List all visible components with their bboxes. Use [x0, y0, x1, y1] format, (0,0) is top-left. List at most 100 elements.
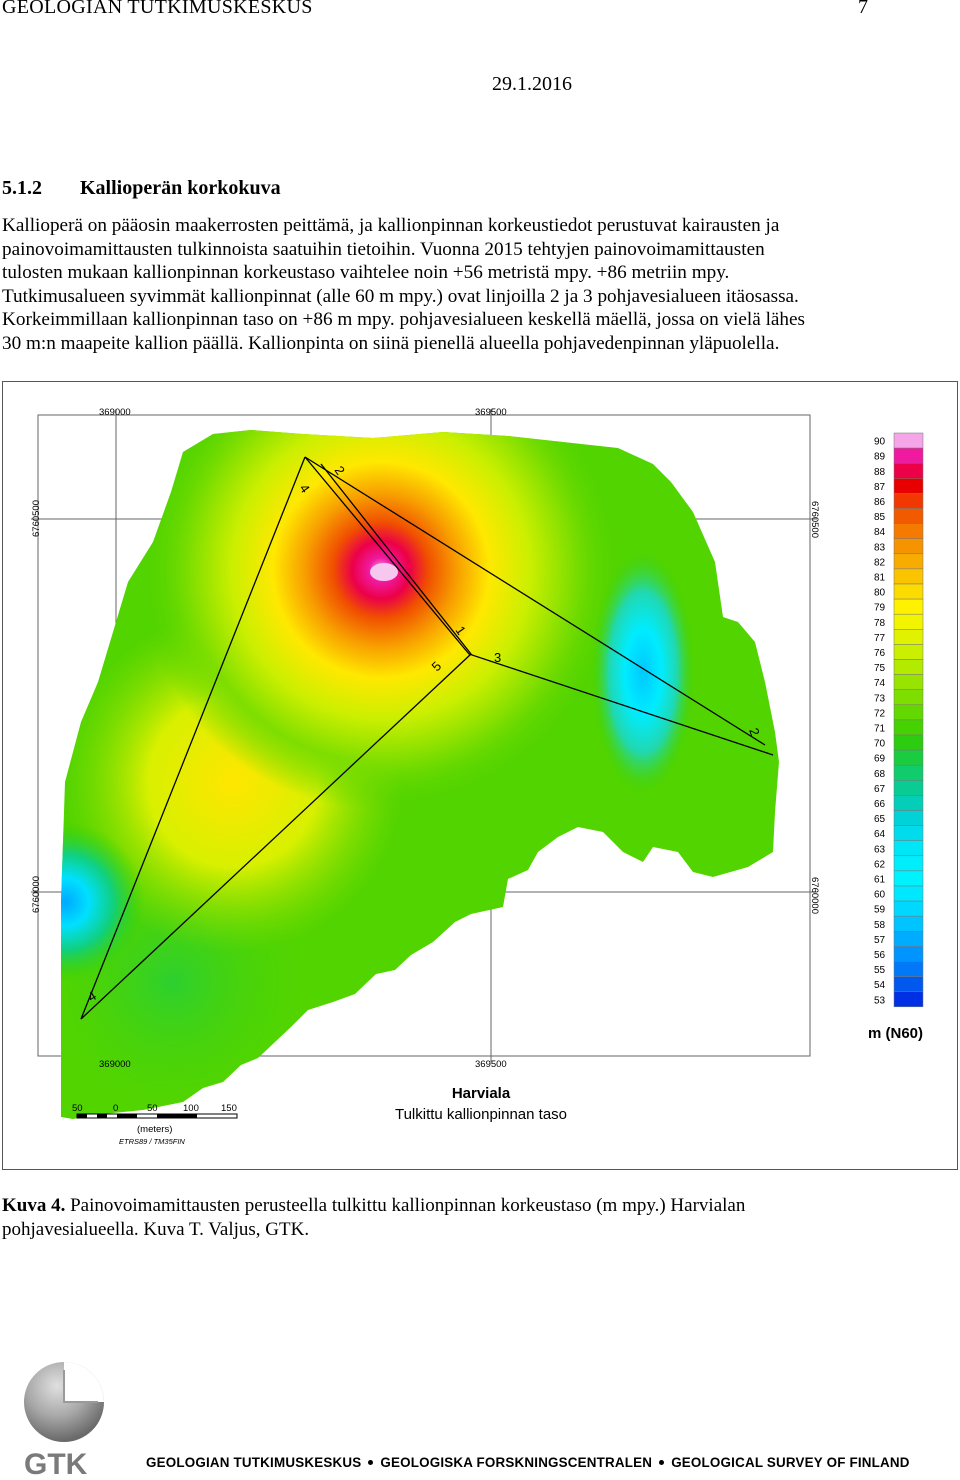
gtk-logo: GTK [24, 1362, 104, 1478]
legend-label: 63 [874, 844, 886, 855]
legend-label: 78 [874, 618, 886, 629]
legend-label: 55 [874, 965, 886, 976]
legend-label: 88 [874, 467, 886, 478]
legend-label: 71 [874, 724, 886, 735]
legend-swatch [893, 946, 924, 962]
caption-line-1: Painovoimamittausten perusteella tulkitt… [70, 1195, 746, 1216]
legend-label: 61 [874, 875, 886, 886]
caption-line-2: pohjavesialueella. Kuva T. Valjus, GTK. [2, 1218, 310, 1240]
map-subtitle: Tulkittu kallionpinnan taso [395, 1106, 567, 1123]
section-heading: 5.1.2 Kallioperän korkokuva [2, 177, 281, 200]
legend-label: 85 [874, 512, 886, 523]
legend-label: 54 [874, 980, 886, 991]
legend-swatch [893, 583, 924, 600]
legend-swatch [893, 825, 924, 841]
legend-swatch [893, 961, 924, 977]
legend-swatch [893, 885, 924, 902]
scale-unit: (meters) [137, 1124, 172, 1135]
legend-swatch [893, 734, 924, 751]
legend-swatch [893, 508, 924, 524]
legend-unit: m (N60) [868, 1025, 923, 1042]
legend-label: 79 [874, 603, 886, 614]
legend-label: 62 [874, 859, 886, 870]
legend-swatch [893, 810, 924, 826]
legend-label: 75 [874, 663, 886, 674]
legend-swatch [893, 538, 924, 555]
map-title: Harviala [452, 1085, 511, 1102]
grid-label-x: 369500 [475, 1059, 507, 1070]
grid-label-x: 369500 [475, 407, 507, 418]
legend-label: 68 [874, 769, 886, 780]
grid-label-x: 369000 [99, 1059, 131, 1070]
legend-swatch [893, 780, 924, 796]
legend-swatch [893, 674, 924, 690]
grid-label-y: 6760500 [31, 500, 42, 537]
grid-label-y: 6760500 [809, 501, 820, 538]
legend-label: 70 [874, 739, 886, 750]
legend-label: 60 [874, 890, 886, 901]
legend-swatch [893, 659, 924, 675]
crs-label: ETRS89 / TM35FIN [119, 1137, 185, 1146]
scale-bar: 50 0 50 100 150 (meters) ETRS89 / TM35FI… [72, 1103, 238, 1146]
survey-lines [80, 456, 774, 1020]
legend-swatch [893, 629, 924, 645]
survey-line [304, 456, 766, 746]
legend-swatch [893, 764, 924, 781]
bedrock-elevation-map: 2 4 1 5 3 2 4 369000 369500 369000 36950… [31, 407, 924, 1146]
legend-label: 53 [874, 995, 886, 1006]
body-line: Tutkimusalueen syvimmät kallionpinnat (a… [2, 285, 799, 307]
legend-swatch [893, 553, 924, 570]
scale-tick: 100 [183, 1103, 199, 1114]
legend-swatch [893, 719, 924, 736]
line-label: 2 [746, 726, 763, 738]
legend-label: 56 [874, 950, 886, 961]
survey-line [304, 456, 774, 756]
logo-text: GTK [24, 1448, 88, 1478]
legend-swatch [893, 523, 924, 539]
grid-label-y: 6760000 [809, 877, 820, 914]
legend-swatch [893, 644, 924, 660]
legend-label: 77 [874, 633, 886, 644]
legend-label: 81 [874, 573, 886, 584]
footer-org-fi: GEOLOGIAN TUTKIMUSKESKUS [146, 1455, 362, 1470]
legend-swatch [893, 870, 924, 887]
legend-label: 80 [874, 588, 886, 599]
legend-label: 89 [874, 452, 886, 463]
body-line: 30 m:n maapeite kallion päällä. Kallionp… [2, 332, 780, 354]
legend-swatch [893, 915, 924, 932]
caption-label: Kuva 4. [2, 1195, 66, 1216]
legend-swatch [893, 795, 924, 811]
legend-label: 72 [874, 708, 886, 719]
legend-swatch [893, 976, 924, 992]
header-date: 29.1.2016 [492, 73, 572, 95]
legend-swatch [893, 613, 924, 630]
scale-tick: 50 [147, 1103, 158, 1114]
legend-swatch [893, 991, 924, 1008]
separator-dot [659, 1459, 665, 1465]
legend-swatch [893, 931, 924, 947]
legend-label: 73 [874, 693, 886, 704]
legend-swatch [893, 840, 924, 857]
survey-line [80, 456, 472, 1020]
legend-swatch [893, 598, 924, 615]
footer-org-sv: GEOLOGISKA FORSKNINGSCENTRALEN [380, 1455, 653, 1470]
legend-swatch [893, 462, 924, 479]
legend-swatch [893, 568, 924, 585]
section-number: 5.1.2 [2, 177, 42, 199]
legend-swatch [893, 689, 924, 706]
grid-label-y: 6760000 [31, 876, 42, 913]
color-legend: 90 89 88 87 86 85 84 83 82 81 80 79 78 77 76 75 74 73 72 71… [874, 432, 924, 1008]
legend-swatch [893, 432, 924, 449]
scale-tick: 150 [221, 1103, 237, 1114]
figure-map: 2 4 1 5 3 2 4 369000 369500 369000 36950… [2, 381, 958, 1170]
legend-label: 65 [874, 814, 886, 825]
legend-swatch [893, 493, 924, 509]
header-organization: GEOLOGIAN TUTKIMUSKESKUS [2, 0, 313, 18]
legend-swatch [893, 447, 924, 464]
body-line: Kallioperä on pääosin maakerrosten peitt… [2, 215, 780, 236]
legend-label: 90 [874, 437, 886, 448]
separator-dot [368, 1459, 374, 1465]
line-label: 3 [494, 650, 501, 665]
legend-label: 64 [874, 829, 886, 840]
legend-label: 58 [874, 920, 886, 931]
